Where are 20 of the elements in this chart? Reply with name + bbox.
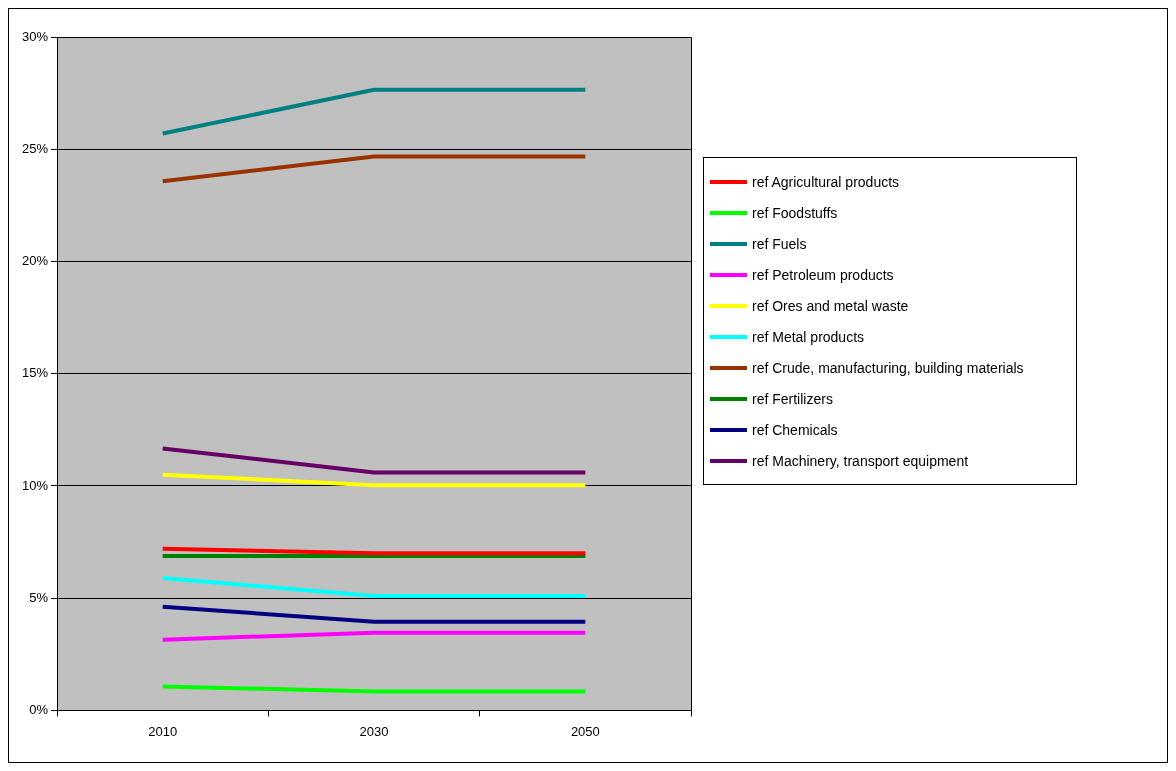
x-tick-label: 2010 [148, 723, 178, 739]
x-tick-label: 2030 [359, 723, 389, 739]
y-tick-label: 20% [21, 253, 49, 269]
y-tick-label: 25% [21, 140, 49, 156]
legend-label: ref Fuels [752, 235, 807, 252]
legend-label: ref Ores and metal waste [752, 297, 909, 314]
y-tick-label: 0% [29, 701, 49, 717]
legend-label: ref Metal products [752, 328, 865, 345]
y-tick-label: 10% [21, 477, 49, 493]
y-tick-label: 30% [21, 28, 49, 44]
legend-label: ref Chemicals [752, 421, 838, 438]
y-tick-label: 5% [29, 589, 49, 605]
legend-label: ref Crude, manufacturing, building materials [752, 359, 1024, 376]
legend-label: ref Foodstuffs [752, 204, 838, 221]
y-tick-label: 15% [21, 365, 49, 381]
legend-label: ref Machinery, transport equipment [752, 452, 969, 469]
legend-label: ref Petroleum products [752, 266, 894, 283]
legend-label: ref Fertilizers [752, 390, 833, 407]
legend-label: ref Agricultural products [752, 173, 900, 190]
x-tick-label: 2050 [570, 723, 600, 739]
